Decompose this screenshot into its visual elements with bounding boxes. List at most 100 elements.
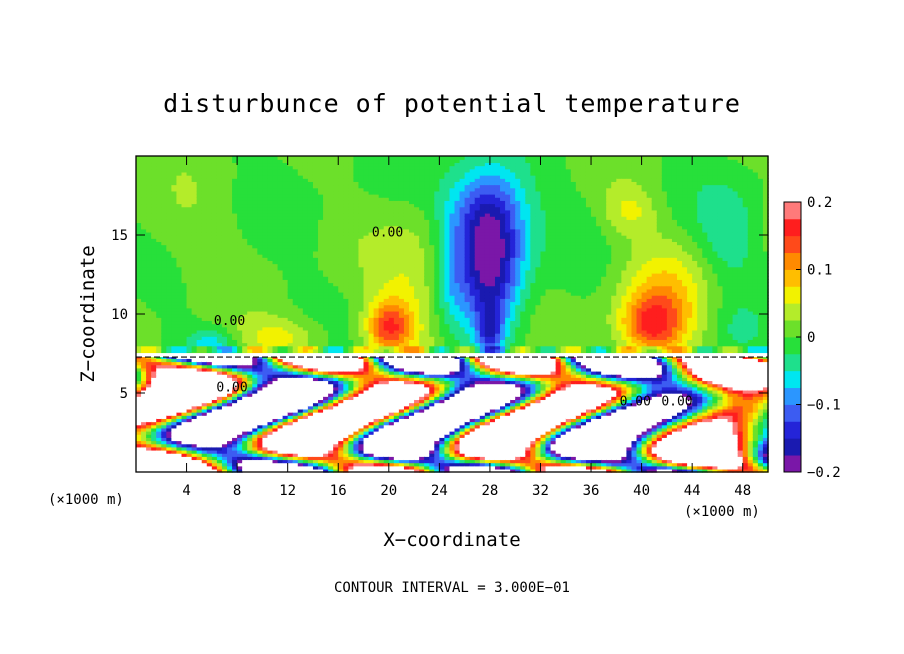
heatmap-cell (247, 329, 253, 334)
heatmap-cell (257, 418, 264, 423)
heatmap-cell (323, 200, 329, 205)
heatmap-cell (136, 203, 142, 208)
heatmap-cell (312, 323, 319, 328)
heatmap-cell (282, 345, 289, 350)
heatmap-cell (181, 171, 188, 176)
heatmap-cell (338, 159, 344, 164)
heatmap-cell (277, 468, 284, 473)
heatmap-cell (353, 174, 360, 179)
heatmap-cell (191, 396, 198, 401)
heatmap-cell (206, 174, 213, 179)
heatmap-cell (216, 263, 223, 268)
heatmap-cell (353, 187, 360, 192)
heatmap-cell (272, 449, 279, 454)
heatmap-cell (297, 263, 304, 268)
heatmap-cell (312, 228, 319, 233)
heatmap-cell (221, 421, 228, 426)
heatmap-cell (262, 411, 269, 416)
heatmap-cell (206, 437, 213, 442)
heatmap-cell (216, 336, 223, 340)
heatmap-cell (181, 279, 188, 284)
heatmap-cell (136, 336, 142, 340)
heatmap-cell (237, 279, 243, 284)
heatmap-cell (186, 266, 193, 271)
heatmap-cell (206, 317, 213, 322)
heatmap-cell (257, 282, 264, 287)
heatmap-cell (323, 358, 329, 363)
heatmap-cell (277, 329, 284, 334)
heatmap-cell (211, 399, 218, 404)
heatmap-cell (156, 399, 162, 404)
heatmap-cell (292, 276, 299, 280)
heatmap-cell (166, 329, 173, 334)
heatmap-cell (277, 282, 284, 287)
heatmap-cell (161, 225, 168, 230)
heatmap-cell (292, 418, 299, 423)
heatmap-cell (211, 402, 218, 407)
heatmap-cell (166, 266, 173, 271)
heatmap-cell (171, 339, 178, 344)
heatmap-cell (353, 295, 360, 299)
heatmap-cell (191, 260, 198, 265)
heatmap-cell (232, 424, 238, 429)
heatmap-cell (151, 342, 157, 347)
heatmap-cell (166, 345, 173, 350)
heatmap-cell (171, 389, 178, 394)
heatmap-cell (237, 209, 243, 214)
heatmap-cell (156, 231, 162, 236)
heatmap-cell (297, 225, 304, 230)
heatmap-cell (353, 310, 360, 315)
heatmap-cell (353, 263, 360, 268)
heatmap-cell (176, 411, 183, 416)
heatmap-cell (232, 364, 238, 369)
heatmap-cell (156, 291, 162, 296)
heatmap-cell (166, 219, 173, 224)
heatmap-cell (302, 459, 309, 464)
heatmap-cell (262, 374, 269, 378)
heatmap-cell (302, 326, 309, 331)
heatmap-cell (176, 446, 183, 451)
heatmap-cell (307, 235, 314, 239)
heatmap-cell (323, 380, 329, 385)
heatmap-cell (277, 339, 284, 344)
heatmap-cell (318, 212, 324, 217)
heatmap-cell (307, 370, 314, 375)
heatmap-cell (297, 298, 304, 303)
heatmap-cell (186, 257, 193, 261)
heatmap-cell (292, 393, 299, 397)
heatmap-cell (333, 314, 339, 318)
heatmap-cell (267, 225, 274, 230)
heatmap-cell (343, 465, 350, 470)
heatmap-cell (287, 421, 294, 426)
heatmap-cell (358, 443, 365, 448)
heatmap-cell (181, 165, 188, 170)
heatmap-cell (221, 238, 228, 243)
heatmap-cell (146, 247, 152, 252)
heatmap-cell (206, 389, 213, 394)
heatmap-cell (237, 317, 243, 322)
heatmap-cell (166, 408, 173, 413)
heatmap-cell (227, 291, 233, 296)
heatmap-cell (297, 446, 304, 451)
heatmap-cell (216, 301, 223, 306)
heatmap-cell (333, 162, 339, 167)
heatmap-cell (206, 263, 213, 268)
heatmap-cell (262, 276, 269, 280)
heatmap-cell (136, 393, 142, 397)
heatmap-cell (191, 456, 198, 461)
heatmap-cell (318, 250, 324, 255)
heatmap-cell (237, 418, 243, 423)
heatmap-cell (166, 203, 173, 208)
heatmap-cell (216, 257, 223, 261)
heatmap-cell (227, 424, 233, 429)
heatmap-cell (302, 361, 309, 366)
heatmap-cell (272, 222, 279, 227)
heatmap-cell (267, 165, 274, 170)
heatmap-cell (237, 181, 243, 186)
heatmap-cell (227, 190, 233, 195)
heatmap-cell (247, 235, 253, 239)
heatmap-cell (323, 345, 329, 350)
heatmap-cell (247, 430, 253, 435)
heatmap-cell (292, 361, 299, 366)
heatmap-cell (272, 339, 279, 344)
